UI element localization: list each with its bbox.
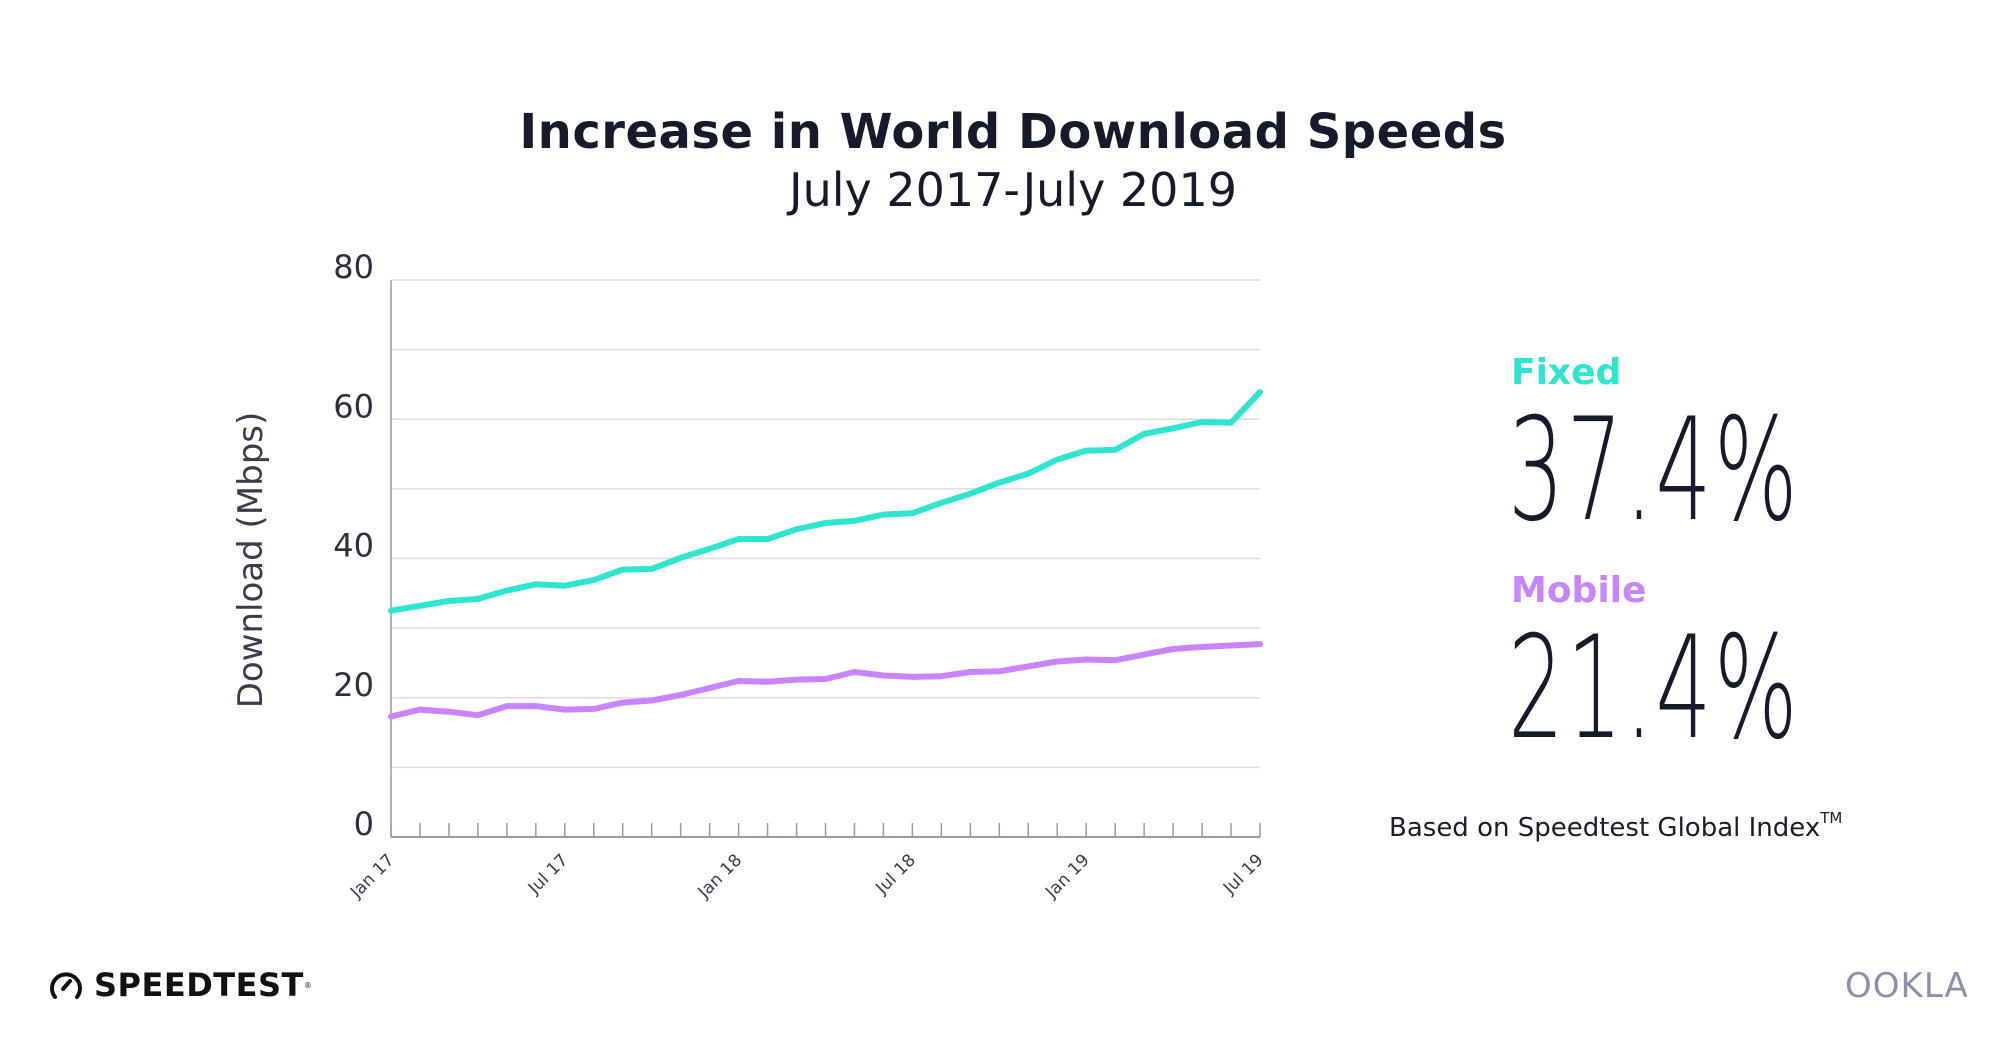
x-tick-label: Jul 17 (524, 850, 572, 898)
speedometer-icon (50, 972, 82, 999)
speedtest-logo: SPEEDTEST ® (48, 966, 312, 1004)
mobile-value: 21.4% (1508, 606, 1801, 771)
x-tick-label: Jul 18 (871, 850, 919, 898)
mobile-label: Mobile (1511, 570, 1647, 611)
fixed-value: 37.4% (1508, 388, 1801, 553)
chart-subtitle: July 2017-July 2019 (789, 163, 1237, 217)
x-tick-label: Jan 19 (1041, 850, 1094, 903)
x-tick-label: Jan 17 (346, 850, 399, 903)
y-tick-label: 0 (354, 805, 374, 843)
source-note: Based on Speedtest Global IndexTM (1389, 809, 1842, 843)
y-tick-label: 40 (333, 527, 374, 565)
ookla-logo: OOKLA (1845, 966, 1969, 1006)
series-line-fixed (388, 389, 1263, 614)
y-tick-label: 20 (333, 666, 374, 704)
y-axis-label: Download (Mbps) (231, 412, 271, 709)
y-tick-label: 80 (333, 248, 374, 286)
series-line-mobile (388, 641, 1263, 720)
fixed-label: Fixed (1511, 352, 1622, 393)
chart-title: Increase in World Download Speeds (519, 104, 1507, 160)
x-tick-label: Jul 19 (1219, 850, 1267, 898)
source-text: Based on Speedtest Global Index (1389, 813, 1821, 843)
y-tick-label: 60 (333, 387, 374, 425)
trademark: TM (1820, 809, 1843, 827)
speedtest-wordmark: SPEEDTEST (94, 966, 304, 1004)
x-tick-label: Jan 18 (694, 850, 747, 903)
